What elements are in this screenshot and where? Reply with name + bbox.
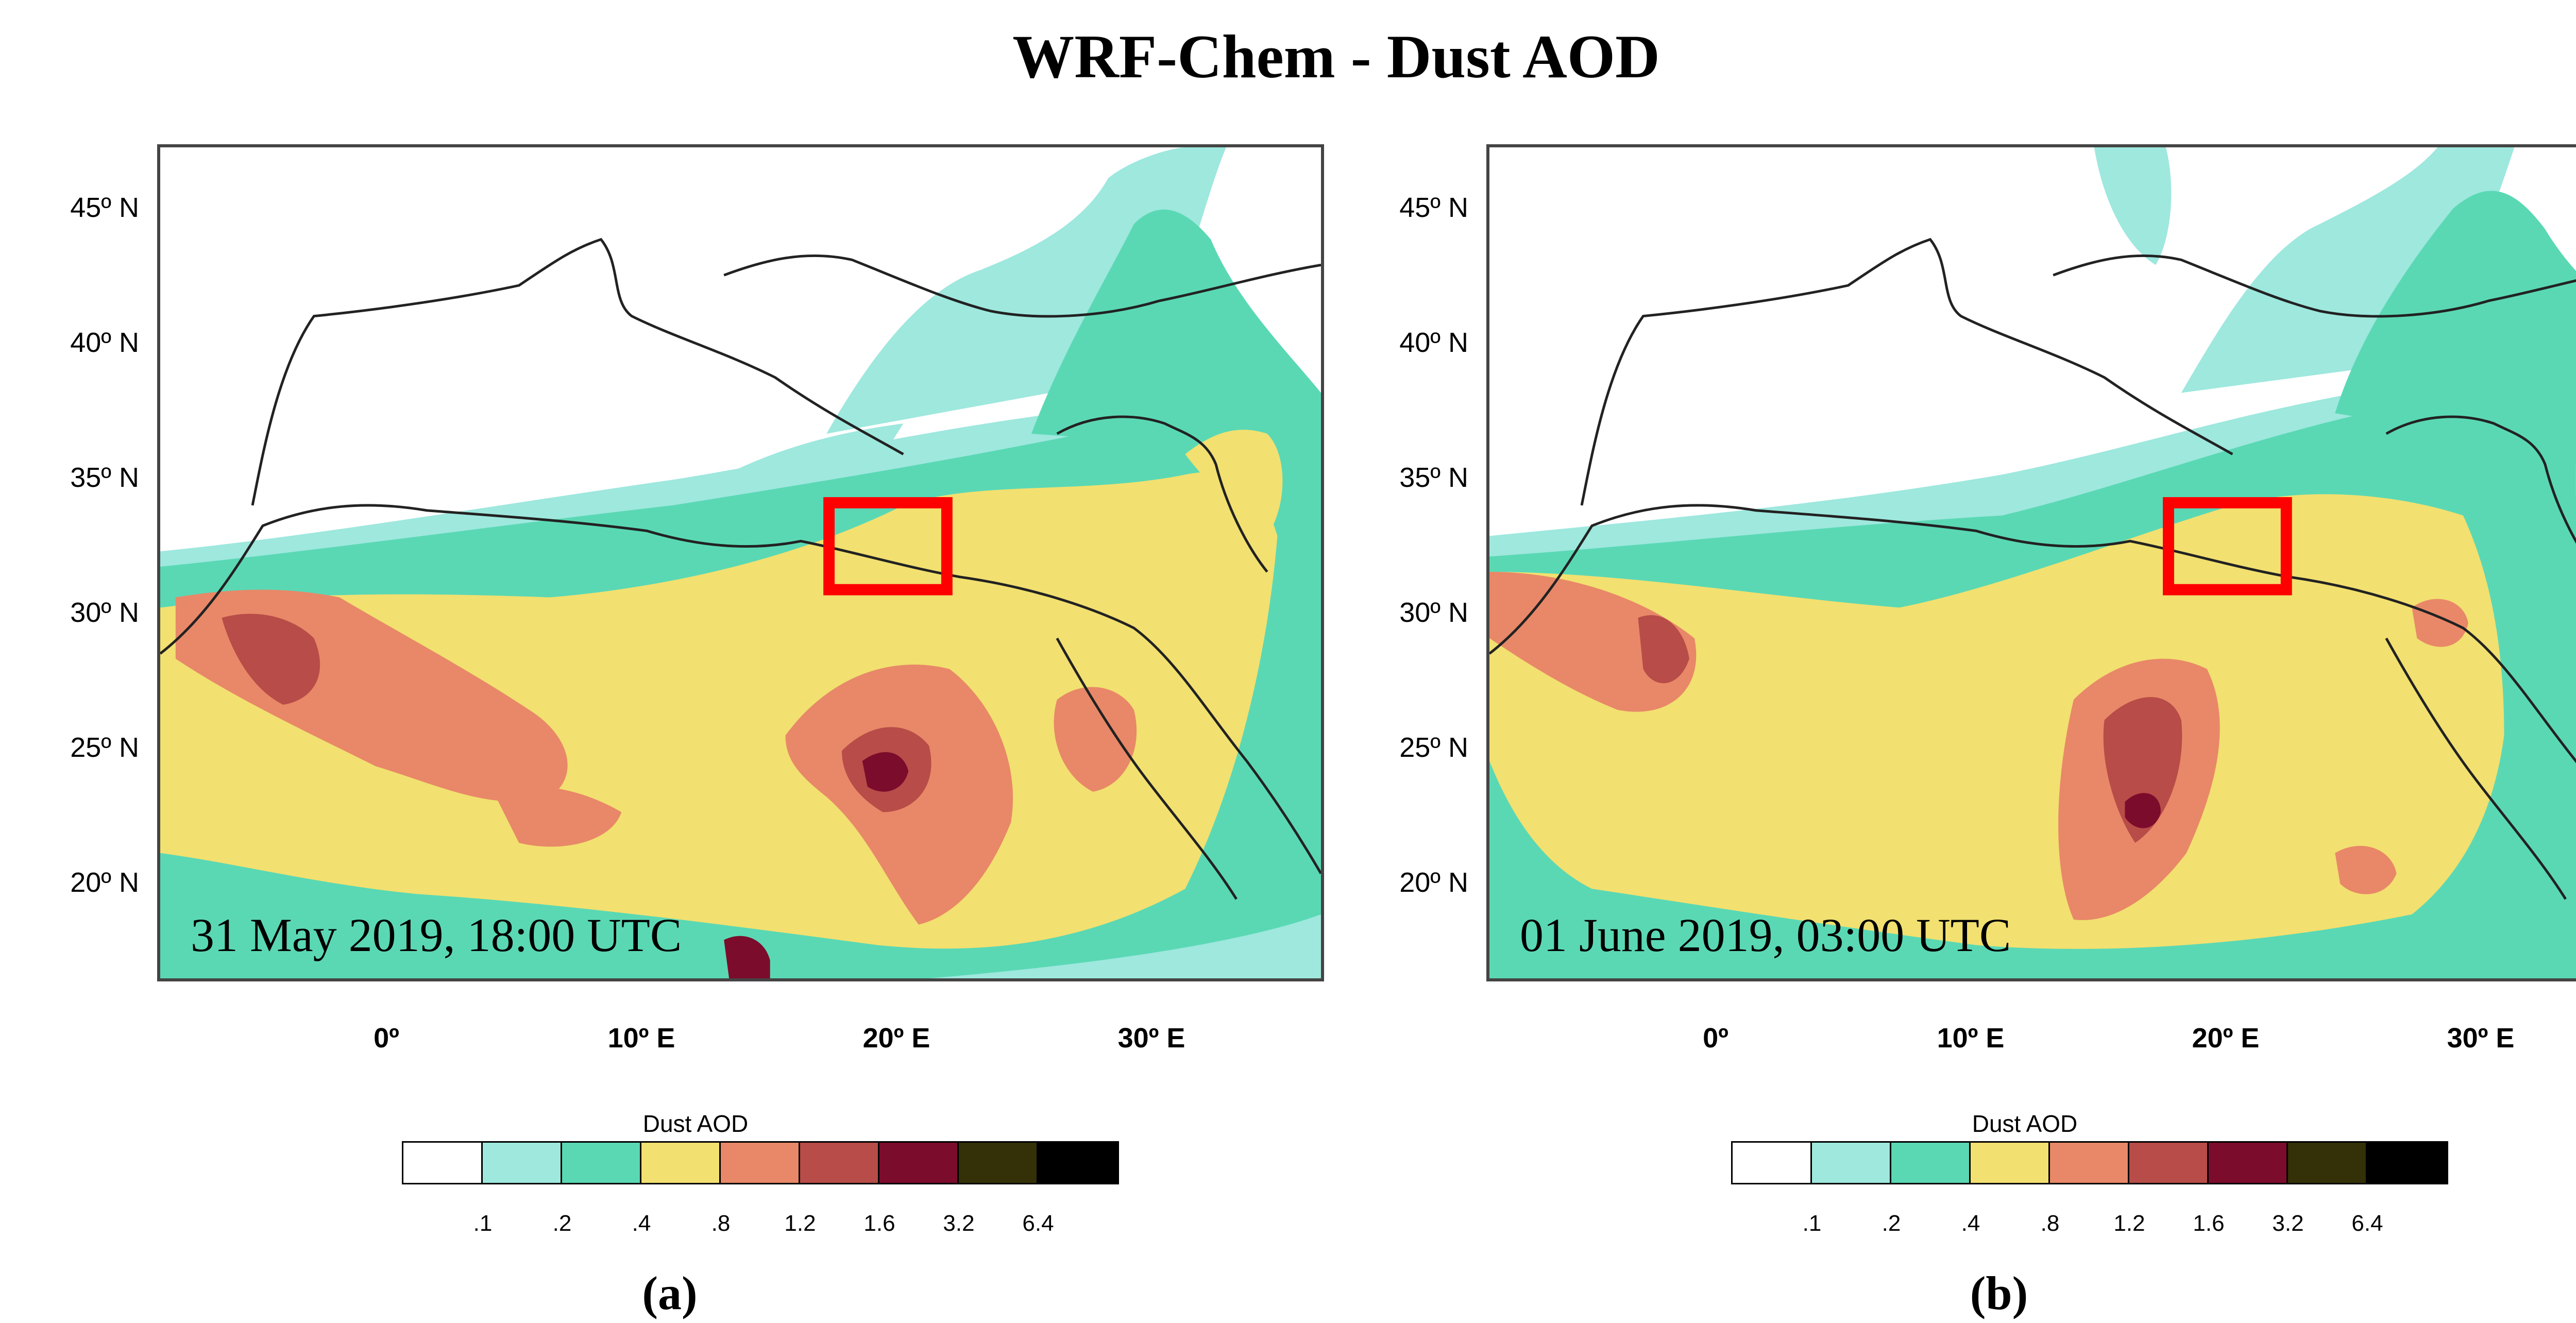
colorbar-tick: 3.2 (943, 1211, 975, 1236)
colorbar-swatch-2 (1812, 1143, 1891, 1183)
colorbar-title: Dust AOD (642, 1110, 749, 1137)
panel-sublabel: (a) (642, 1267, 698, 1319)
lon-label-20e: 20º E (2192, 1023, 2260, 1054)
colorbar-tick: .1 (473, 1211, 493, 1236)
region-highlight-box (823, 497, 953, 596)
lat-label-25: 25º N (70, 732, 139, 763)
map-frame (1486, 144, 2576, 981)
colorbar-tick: .4 (632, 1211, 651, 1236)
colorbar (1731, 1141, 2448, 1184)
colorbar-tick: .2 (552, 1211, 572, 1236)
colorbar-tick: 1.6 (863, 1211, 895, 1236)
map-panel-a: 45º N 40º N 35º N 30º N 25º N 20º N (0, 139, 1324, 1319)
region-highlight-box (2163, 497, 2292, 596)
lon-label-30e: 30º E (1117, 1023, 1185, 1054)
lon-label-0: 0º (374, 1023, 399, 1054)
lat-label-25: 25º N (1399, 732, 1468, 763)
lat-label-20: 20º N (70, 867, 139, 898)
colorbar-tick: 1.2 (2113, 1211, 2145, 1236)
colorbar-tick: 1.2 (784, 1211, 816, 1236)
colorbar-swatch-9 (2367, 1143, 2447, 1183)
lon-label-20e: 20º E (862, 1023, 930, 1054)
date-label: 01 June 2019, 03:00 UTC (1520, 909, 2011, 961)
colorbar-swatch-9 (1038, 1143, 1117, 1183)
colorbar-tick: .2 (1882, 1211, 1901, 1236)
lon-label-10e: 10º E (607, 1023, 675, 1054)
dust-aod-map (160, 147, 1321, 978)
colorbar-swatch-4 (1971, 1143, 2050, 1183)
colorbar-tick: .1 (1802, 1211, 1822, 1236)
figure-title: WRF-Chem - Dust AOD (1012, 22, 1660, 91)
lat-label-30: 30º N (70, 597, 139, 628)
colorbar-tick: 6.4 (1022, 1211, 1054, 1236)
date-label: 31 May 2019, 18:00 UTC (191, 909, 682, 961)
map-panel-b: 45º N 40º N 35º N 30º N 25º N 20º N (1329, 139, 2576, 1319)
colorbar-swatch-8 (959, 1143, 1038, 1183)
colorbar-tick: 6.4 (2351, 1211, 2383, 1236)
colorbar-swatch-8 (2288, 1143, 2367, 1183)
lat-label-45: 45º N (1399, 192, 1468, 223)
lon-label-30e: 30º E (2447, 1023, 2515, 1054)
colorbar-tick: .8 (711, 1211, 731, 1236)
colorbar-swatch-7 (2209, 1143, 2288, 1183)
coastline-outline (1489, 238, 2576, 900)
coastline-outline (160, 238, 1321, 900)
lat-label-35: 35º N (70, 462, 139, 493)
lat-label-40: 40º N (70, 327, 139, 358)
lat-label-35: 35º N (1399, 462, 1468, 493)
colorbar-swatch-1 (403, 1143, 483, 1183)
aod-1.2-1.6-field (1638, 615, 2182, 843)
lon-label-10e: 10º E (1937, 1023, 2005, 1054)
colorbar-swatch-7 (879, 1143, 959, 1183)
colorbar-tick: 1.6 (2193, 1211, 2225, 1236)
colorbar-swatch-6 (2129, 1143, 2209, 1183)
colorbar-tick: .4 (1961, 1211, 1980, 1236)
colorbar-title: Dust AOD (1972, 1110, 2078, 1137)
lat-label-20: 20º N (1399, 867, 1468, 898)
colorbar-swatch-4 (641, 1143, 721, 1183)
lat-label-40: 40º N (1399, 327, 1468, 358)
aod-1.6-3.2-field (724, 752, 909, 978)
colorbar-swatch-1 (1733, 1143, 1812, 1183)
dust-aod-map (1489, 147, 2576, 978)
colorbar-swatch-2 (483, 1143, 562, 1183)
lat-label-30: 30º N (1399, 597, 1468, 628)
colorbar-swatch-6 (800, 1143, 879, 1183)
panel-sublabel: (b) (1970, 1267, 2028, 1319)
lat-label-45: 45º N (70, 192, 139, 223)
aod-1.6-3.2-field (2125, 793, 2161, 828)
colorbar (402, 1141, 1119, 1184)
lon-label-0: 0º (1703, 1023, 1728, 1054)
colorbar-tick: .8 (2040, 1211, 2060, 1236)
colorbar-swatch-3 (562, 1143, 641, 1183)
colorbar-swatch-5 (2050, 1143, 2129, 1183)
map-frame (157, 144, 1324, 981)
colorbar-tick: 3.2 (2272, 1211, 2304, 1236)
colorbar-swatch-3 (1891, 1143, 1971, 1183)
colorbar-swatch-5 (721, 1143, 800, 1183)
